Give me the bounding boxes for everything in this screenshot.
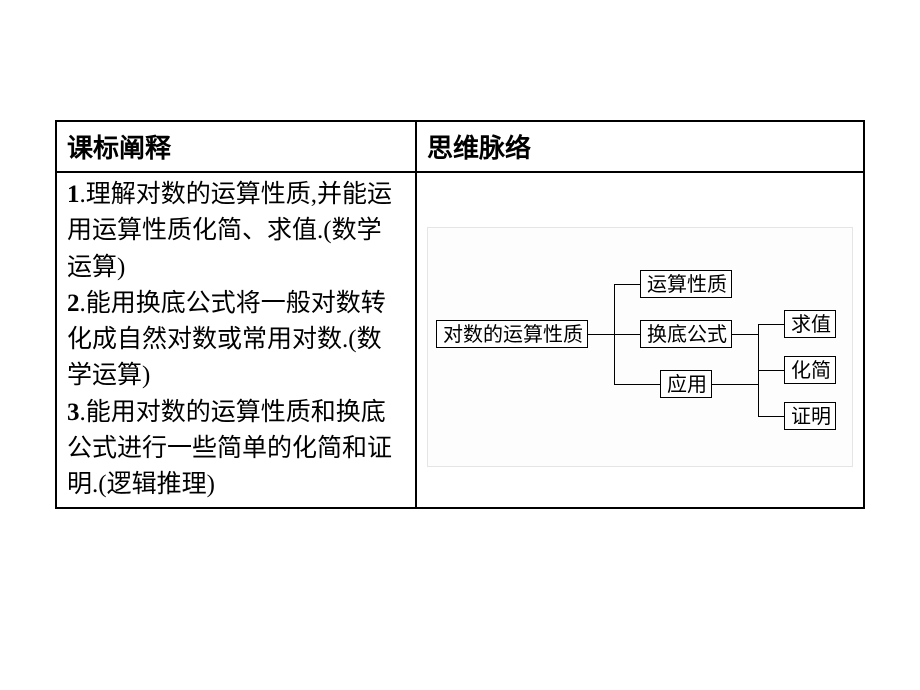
- node-m2: 换底公式: [640, 320, 732, 348]
- node-r2: 化简: [784, 356, 836, 384]
- connector: [588, 334, 614, 335]
- obj1-text: .理解对数的运算性质,并能运用运算性质化简、求值.(数学运算): [67, 181, 392, 281]
- concept-diagram: 对数的运算性质 运算性质换底公式应用 求值化简证明: [427, 227, 853, 467]
- connector: [758, 324, 784, 325]
- main-table: 课标阐释 思维脉络 1.理解对数的运算性质,并能运用运算性质化简、求值.(数学运…: [55, 120, 865, 509]
- connector: [758, 370, 784, 371]
- obj1-num: 1: [67, 181, 80, 208]
- node-m3: 应用: [660, 370, 712, 398]
- connector: [614, 384, 660, 385]
- diagram-cell: 对数的运算性质 运算性质换底公式应用 求值化简证明: [416, 172, 864, 508]
- objectives-block: 1.理解对数的运算性质,并能运用运算性质化简、求值.(数学运算) 2.能用换底公…: [67, 177, 405, 503]
- header-right: 思维脉络: [416, 121, 864, 172]
- connector: [614, 284, 640, 285]
- node-root: 对数的运算性质: [436, 320, 588, 348]
- page: 课标阐释 思维脉络 1.理解对数的运算性质,并能运用运算性质化简、求值.(数学运…: [0, 0, 920, 690]
- node-m1: 运算性质: [640, 270, 732, 298]
- node-r3: 证明: [784, 402, 836, 430]
- objectives-cell: 1.理解对数的运算性质,并能运用运算性质化简、求值.(数学运算) 2.能用换底公…: [56, 172, 416, 508]
- obj2-text: .能用换底公式将一般对数转化成自然对数或常用对数.(数学运算): [67, 290, 386, 390]
- obj2-num: 2: [67, 290, 80, 317]
- header-left: 课标阐释: [56, 121, 416, 172]
- obj3-num: 3: [67, 399, 80, 426]
- obj3-text: .能用对数的运算性质和换底公式进行一些简单的化简和证明.(逻辑推理): [67, 399, 392, 499]
- diagram-wrap: 对数的运算性质 运算性质换底公式应用 求值化简证明: [427, 177, 853, 477]
- connector: [732, 334, 758, 335]
- node-r1: 求值: [784, 310, 836, 338]
- connector: [712, 384, 758, 385]
- connector: [758, 416, 784, 417]
- connector: [614, 334, 640, 335]
